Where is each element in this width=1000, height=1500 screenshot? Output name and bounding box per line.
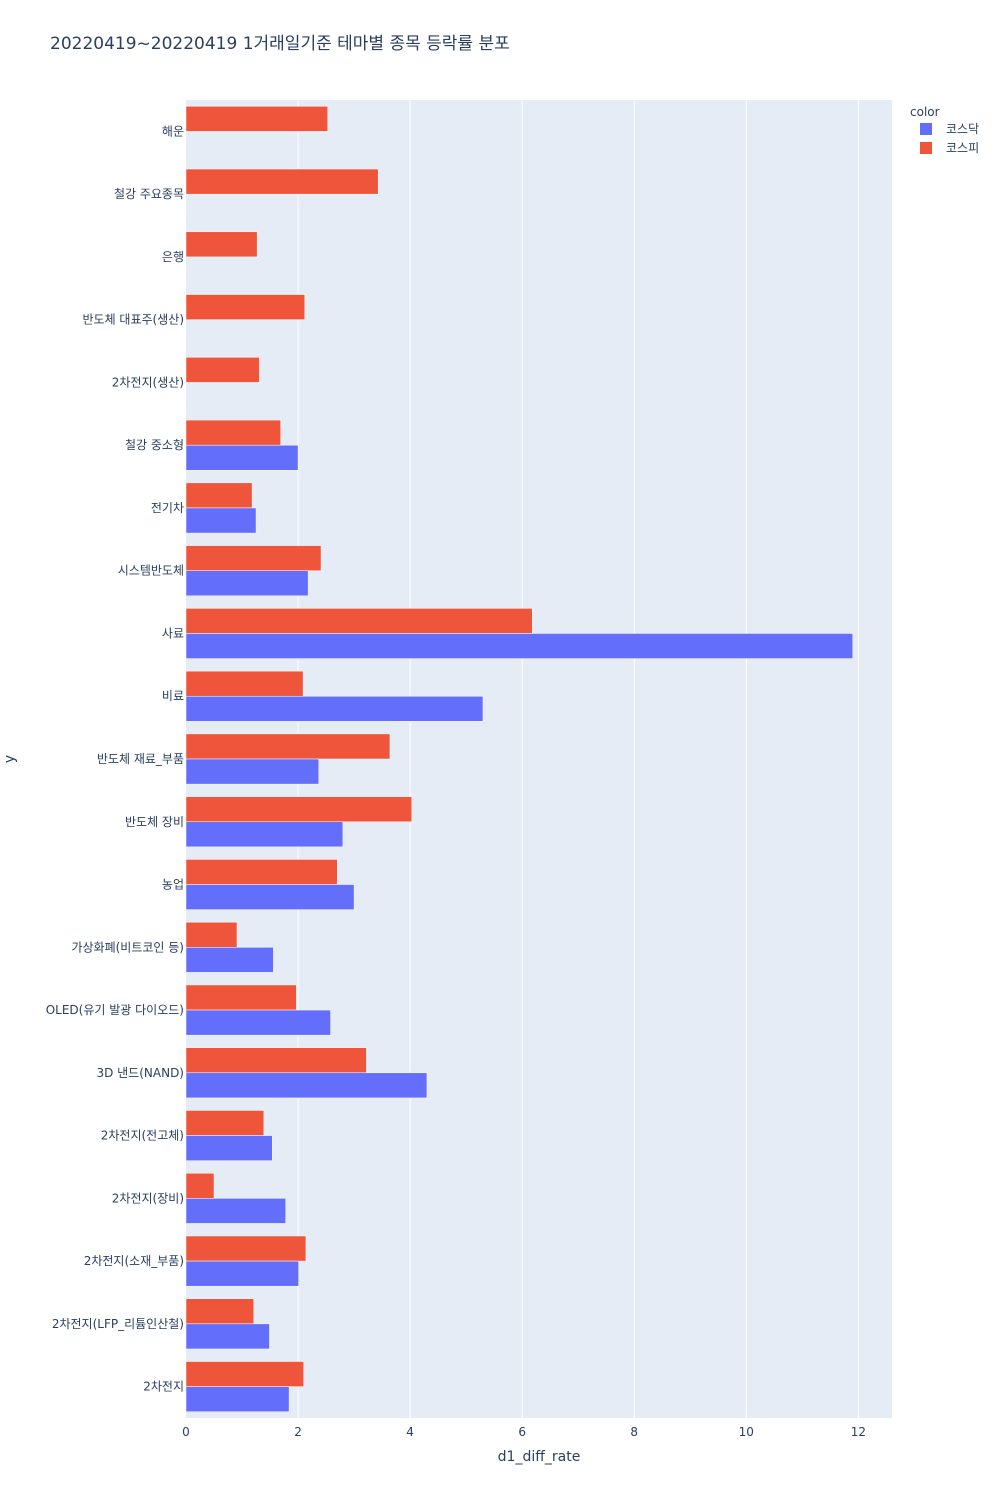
bar-kosdaq[interactable] <box>185 1072 428 1099</box>
bar-kosdaq[interactable] <box>185 884 355 910</box>
y-tick-label: 3D 낸드(NAND) <box>96 1066 184 1080</box>
legend-label-kospi[interactable]: 코스피 <box>946 141 979 155</box>
x-tick-label: 6 <box>518 1425 526 1439</box>
bar-kospi[interactable] <box>185 1361 304 1387</box>
y-tick-label: 반도체 재료_부품 <box>97 752 184 766</box>
bar-kospi[interactable] <box>185 168 379 195</box>
y-tick-label: 전기차 <box>151 501 184 515</box>
x-tick-label: 0 <box>182 1425 190 1439</box>
chart-title: 20220419~20220419 1거래일기준 테마별 종목 등락률 분포 <box>50 34 510 54</box>
bar-kosdaq[interactable] <box>185 1135 273 1161</box>
y-tick-label: 2차전지(LFP_리튬인산철) <box>52 1317 184 1331</box>
bar-kosdaq[interactable] <box>185 758 320 785</box>
bar-kospi[interactable] <box>185 419 281 446</box>
bar-kosdaq[interactable] <box>185 1386 290 1412</box>
y-tick-label: 반도체 장비 <box>125 815 184 829</box>
bar-kosdaq[interactable] <box>185 633 854 659</box>
bar-kospi[interactable] <box>185 1047 367 1074</box>
bar-kospi[interactable] <box>185 482 253 509</box>
bar-kosdaq[interactable] <box>185 821 344 848</box>
bar-kosdaq[interactable] <box>185 444 299 471</box>
legend[interactable]: color 코스닥 코스피 <box>910 105 979 155</box>
bar-kospi[interactable] <box>185 921 238 948</box>
bar-kospi[interactable] <box>185 231 258 258</box>
y-tick-label: 2차전지(장비) <box>112 1191 184 1205</box>
x-tick-labels: 0 2 4 6 8 10 12 <box>182 1425 866 1439</box>
y-tick-label: 농업 <box>162 878 184 892</box>
bar-kosdaq[interactable] <box>185 507 257 534</box>
bar-kosdaq[interactable] <box>185 1260 299 1287</box>
y-tick-label: 철강 주요종목 <box>114 187 184 201</box>
x-tick-label: 4 <box>406 1425 414 1439</box>
y-tick-label: 2차전지(생산) <box>112 375 184 389</box>
bar-kospi[interactable] <box>185 670 304 697</box>
y-axis-title: y <box>2 755 18 763</box>
bar-kosdaq[interactable] <box>185 1009 331 1036</box>
bar-kospi[interactable] <box>185 1110 265 1136</box>
y-tick-label: 철강 중소형 <box>125 438 184 452</box>
legend-title: color <box>910 105 940 119</box>
bar-kosdaq[interactable] <box>185 695 484 722</box>
bar-kospi[interactable] <box>185 984 297 1011</box>
y-tick-label: 2차전지 <box>143 1380 184 1394</box>
x-tick-label: 2 <box>294 1425 302 1439</box>
bar-kospi[interactable] <box>185 545 322 571</box>
x-tick-label: 8 <box>630 1425 638 1439</box>
bar-kosdaq[interactable] <box>185 947 274 973</box>
bars-group <box>185 106 854 1412</box>
y-tick-label: 2차전지(전고체) <box>101 1129 184 1143</box>
y-tick-label: OLED(유기 발광 다이오드) <box>46 1003 184 1017</box>
y-tick-label: 반도체 대표주(생산) <box>83 313 185 327</box>
x-tick-label: 12 <box>851 1425 866 1439</box>
y-tick-label: 가상화폐(비트코인 등) <box>71 940 184 954</box>
bar-kospi[interactable] <box>185 608 533 634</box>
bar-kospi[interactable] <box>185 294 306 320</box>
bar-kosdaq[interactable] <box>185 1198 286 1224</box>
y-tick-label: 시스템반도체 <box>118 564 184 578</box>
y-tick-label: 해운 <box>162 124 184 138</box>
y-tick-label: 비료 <box>162 689 184 703</box>
bar-kospi[interactable] <box>185 1172 215 1199</box>
y-tick-label: 사료 <box>162 626 184 640</box>
bar-kospi[interactable] <box>185 1235 307 1262</box>
x-axis-title: d1_diff_rate <box>498 1449 581 1465</box>
bar-kospi[interactable] <box>185 106 329 132</box>
bar-kospi[interactable] <box>185 733 391 760</box>
bar-kosdaq[interactable] <box>185 1323 270 1350</box>
bar-kospi[interactable] <box>185 357 260 383</box>
y-tick-label: 은행 <box>162 249 184 264</box>
y-tick-label: 2차전지(소재_부품) <box>84 1254 184 1268</box>
legend-label-kosdaq[interactable]: 코스닥 <box>946 122 979 136</box>
bar-kospi[interactable] <box>185 796 413 823</box>
legend-swatch-kosdaq[interactable] <box>920 123 932 135</box>
bar-kospi[interactable] <box>185 859 338 885</box>
bar-kosdaq[interactable] <box>185 570 309 597</box>
legend-swatch-kospi[interactable] <box>920 142 932 154</box>
bar-kospi[interactable] <box>185 1298 255 1325</box>
x-tick-label: 10 <box>739 1425 754 1439</box>
